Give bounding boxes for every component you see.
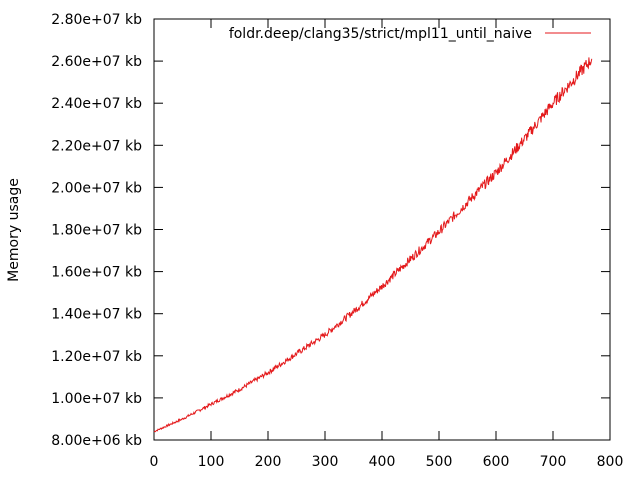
- y-tick-label: 1.80e+07 kb: [51, 223, 142, 239]
- x-axis-ticks: 0 100 200 300 400 500 600 700 800: [150, 19, 624, 470]
- x-tick-label: 0: [150, 454, 159, 470]
- x-tick-label: 500: [426, 454, 453, 470]
- y-tick-label: 2.60e+07 kb: [51, 54, 142, 70]
- x-tick-label: 600: [483, 454, 510, 470]
- plot-frame: [153, 18, 611, 441]
- y-tick-label: 2.80e+07 kb: [51, 12, 142, 28]
- x-tick-label: 100: [198, 454, 225, 470]
- x-tick-label: 700: [540, 454, 567, 470]
- y-axis-title: Memory usage: [6, 178, 22, 282]
- y-axis-ticks: 8.00e+06 kb 1.00e+07 kb 1.20e+07 kb 1.40e+0…: [51, 12, 610, 449]
- y-tick-label: 2.40e+07 kb: [51, 96, 142, 112]
- y-tick-label: 1.40e+07 kb: [51, 307, 142, 323]
- y-tick-label: 1.60e+07 kb: [51, 265, 142, 281]
- series-layer: [153, 57, 593, 433]
- x-tick-label: 800: [597, 454, 624, 470]
- x-tick-label: 300: [312, 454, 339, 470]
- y-tick-label: 1.20e+07 kb: [51, 349, 142, 365]
- y-tick-label: 8.00e+06 kb: [51, 433, 142, 449]
- x-tick-label: 200: [255, 454, 282, 470]
- legend-label: foldr.deep/clang35/strict/mpl11_until_na…: [229, 26, 532, 42]
- series-line: [153, 57, 593, 433]
- legend: foldr.deep/clang35/strict/mpl11_until_na…: [229, 26, 591, 42]
- x-tick-label: 400: [369, 454, 396, 470]
- y-tick-label: 2.20e+07 kb: [51, 138, 142, 154]
- y-tick-label: 1.00e+07 kb: [51, 391, 142, 407]
- y-tick-label: 2.00e+07 kb: [51, 180, 142, 196]
